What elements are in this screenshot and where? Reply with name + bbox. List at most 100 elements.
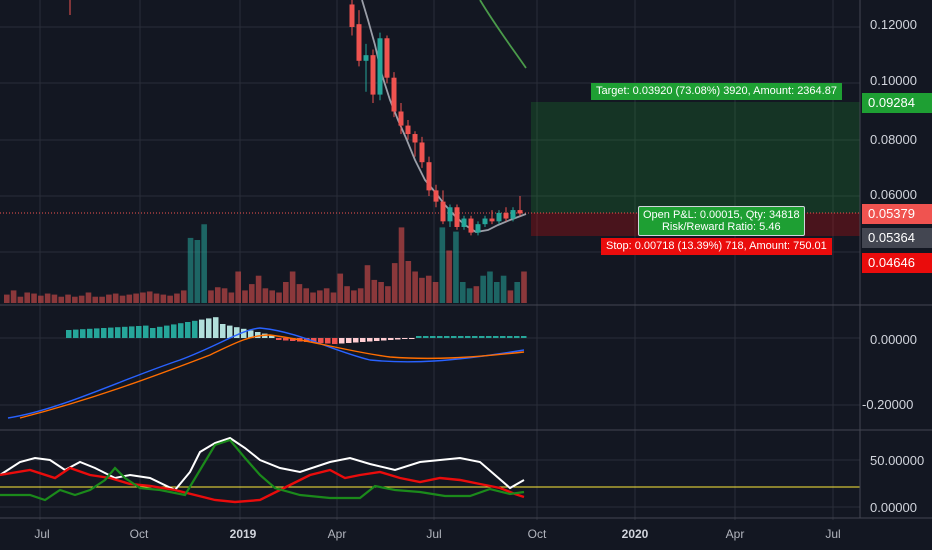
volume-bar xyxy=(310,292,316,303)
macd-hist-bar xyxy=(423,336,429,338)
candlesticks xyxy=(69,0,523,236)
volume-bar xyxy=(167,295,173,303)
volume-bar xyxy=(425,275,432,303)
candle-body xyxy=(391,77,397,112)
time-label-apr-2: Apr xyxy=(725,527,745,541)
candle-body xyxy=(412,134,418,143)
current-price-tag: 0.05379 xyxy=(862,204,932,224)
volume-bar xyxy=(51,294,58,303)
volume-bar xyxy=(174,293,180,303)
volume-bar xyxy=(296,284,303,303)
rsi-green-line xyxy=(0,438,525,502)
volume-bar xyxy=(44,293,51,303)
volume-bar xyxy=(391,263,398,303)
target-price-tag: 0.09284 xyxy=(862,93,932,113)
volume-bar xyxy=(235,271,241,303)
rsi-pane xyxy=(0,436,860,504)
candle-body xyxy=(363,55,369,61)
ma-short-line xyxy=(361,0,527,233)
macd-hist-bar xyxy=(185,322,191,338)
macd-hist-bar xyxy=(318,338,324,343)
volume-bar xyxy=(214,287,221,303)
volume-bar xyxy=(10,290,17,303)
macd-hist-bar xyxy=(479,336,485,338)
macd-hist-bar xyxy=(73,329,79,338)
candle-body xyxy=(398,111,404,126)
candle-body xyxy=(426,162,432,191)
volume-bar xyxy=(78,295,85,303)
time-label-jul-2: Jul xyxy=(426,527,442,541)
volume-bar xyxy=(351,290,357,303)
macd-hist-bar xyxy=(143,325,149,338)
price-label-006: 0.06000 xyxy=(870,187,917,202)
macd-hist-bar xyxy=(199,319,205,338)
macd-hist-bar xyxy=(409,338,415,339)
volume-bar xyxy=(364,265,371,303)
candle-body xyxy=(440,201,446,222)
macd-hist-bar xyxy=(325,338,331,344)
macd-hist-bar xyxy=(346,338,352,343)
volume-bar xyxy=(344,286,350,303)
volume-bar xyxy=(303,288,310,303)
macd-hist-bar xyxy=(157,326,163,338)
macd-hist-bar xyxy=(388,338,394,340)
entry-price-tag: 0.05364 xyxy=(862,228,932,248)
profit-zone-rect xyxy=(531,102,860,213)
volume-bar xyxy=(72,296,78,303)
candle-body xyxy=(517,210,523,214)
candle-body xyxy=(510,210,516,219)
pnl-label: Open P&L: 0.00015, Qty: 34818 xyxy=(643,209,800,221)
macd-hist-bar xyxy=(367,338,373,342)
volume-bar xyxy=(92,296,99,303)
stop-annotation[interactable]: Stop: 0.00718 (13.39%) 718, Amount: 750.… xyxy=(601,238,832,255)
macd-hist-bar xyxy=(136,326,142,338)
volume-bar xyxy=(289,271,296,303)
macd-hist-bar xyxy=(311,338,317,343)
macd-hist-bar xyxy=(66,330,72,338)
macd-hist-bar xyxy=(444,336,450,338)
macd-hist-bar xyxy=(164,325,170,338)
volume-bar xyxy=(38,295,44,303)
volume-bar xyxy=(17,296,24,303)
volume-bar xyxy=(412,271,418,303)
macd-hist-bar xyxy=(451,336,457,338)
macd-hist-bar xyxy=(255,332,261,338)
volume-bar xyxy=(453,231,459,303)
macd-hist-bar xyxy=(395,338,401,340)
volume-bar xyxy=(99,296,105,303)
candle-body xyxy=(356,24,362,61)
macd-hist-bar xyxy=(129,326,135,338)
macd-hist-bar xyxy=(115,327,121,338)
macd-hist-bar xyxy=(353,338,359,343)
volume-bar xyxy=(160,294,167,303)
rsi-label-0: 0.00000 xyxy=(870,500,917,515)
macd-hist-bar xyxy=(521,336,527,338)
volume-bar xyxy=(378,282,384,303)
macd-hist-bar xyxy=(269,335,275,338)
volume-bar xyxy=(283,282,289,303)
macd-hist-bar xyxy=(234,327,240,338)
volume-bar xyxy=(208,290,214,303)
target-annotation[interactable]: Target: 0.03920 (73.08%) 3920, Amount: 2… xyxy=(591,83,842,100)
macd-hist-bar xyxy=(80,329,86,338)
volume-bar xyxy=(58,296,65,303)
volume-bar xyxy=(4,294,10,303)
volume-bar xyxy=(473,286,480,303)
pnl-annotation[interactable]: Open P&L: 0.00015, Qty: 34818 Risk/Rewar… xyxy=(638,206,805,236)
volume-bar xyxy=(194,240,201,303)
volume-bar xyxy=(493,282,500,303)
volume-bar xyxy=(446,250,452,303)
volume-bar xyxy=(242,290,248,303)
macd-hist-bar xyxy=(178,323,184,338)
volume-bar xyxy=(269,290,276,303)
candle-body xyxy=(496,212,502,222)
macd-hist-bar xyxy=(304,338,310,342)
macd-hist-bar xyxy=(227,325,233,338)
volume-bar xyxy=(153,293,160,303)
candle-body xyxy=(468,218,474,233)
macd-hist-bar xyxy=(514,336,520,338)
candle-body xyxy=(419,142,425,163)
ma-long-line xyxy=(479,0,527,69)
volume-bar xyxy=(432,282,439,303)
volume-bar xyxy=(221,288,228,303)
